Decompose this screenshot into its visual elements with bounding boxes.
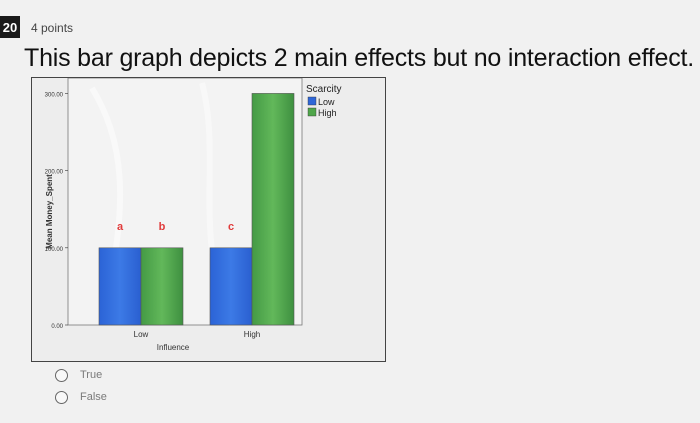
option-false[interactable]: False — [55, 386, 107, 408]
bar-annotation: a — [117, 221, 124, 233]
legend-entry-high: High — [318, 108, 337, 118]
bar-high-high — [251, 93, 295, 326]
question-number: 20 — [0, 16, 20, 38]
y-tick-label: 0.00 — [51, 324, 63, 330]
option-false-label: False — [80, 391, 107, 403]
legend-swatch-high — [307, 107, 317, 117]
y-axis-label: Mean Money_Spent — [45, 174, 54, 249]
radio-false[interactable] — [55, 390, 68, 404]
bar-high-low — [209, 247, 253, 326]
bar-annotation: b — [159, 221, 166, 233]
option-true[interactable]: True — [55, 364, 107, 386]
question-text: This bar graph depicts 2 main effects bu… — [24, 44, 695, 72]
y-tick-label: 100.00 — [45, 247, 64, 253]
y-tick-label: 300.00 — [45, 92, 64, 98]
bar-annotation: c — [228, 221, 234, 233]
y-tick-label: 200.00 — [45, 170, 64, 176]
legend-swatch-low — [307, 96, 317, 106]
bar-chart: abcd LowHigh0.00100.00200.00300.00Influe… — [31, 77, 386, 362]
x-tick-label: Low — [134, 330, 149, 339]
legend-title: Scarcity — [306, 84, 342, 95]
radio-true[interactable] — [55, 368, 68, 382]
x-tick-label: High — [244, 330, 260, 339]
question-points: 4 points — [31, 21, 74, 35]
legend-entry-low: Low — [318, 97, 335, 107]
option-true-label: True — [80, 369, 103, 381]
x-axis-label: Influence — [157, 343, 190, 352]
bar-low-low — [98, 247, 142, 326]
bar-chart-svg: abcd LowHigh0.00100.00200.00300.00Influe… — [32, 78, 385, 361]
bar-low-high — [140, 247, 184, 326]
answer-options: True False — [55, 364, 107, 408]
